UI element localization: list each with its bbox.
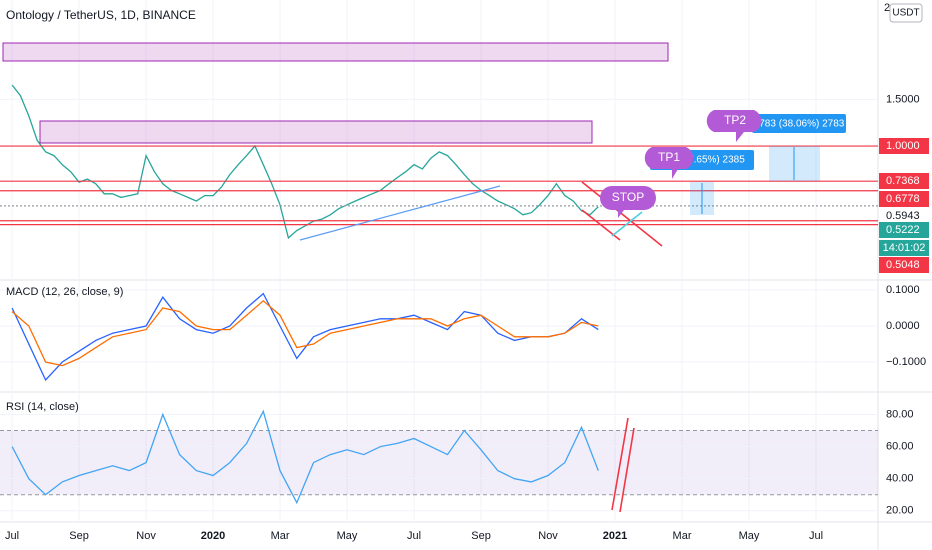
x-tick-label: Jul <box>809 530 823 542</box>
level-label-box <box>879 257 929 273</box>
trend-line <box>611 211 643 237</box>
trend-line <box>581 181 663 247</box>
currency-button-text[interactable]: USDT <box>892 8 919 19</box>
tp2-label: 2783 (38.06%) 2783 <box>754 119 845 130</box>
x-tick-label: Jul <box>407 530 421 542</box>
zone-box <box>39 120 593 144</box>
y-tick-label: 40.00 <box>886 473 914 485</box>
trend-line <box>611 417 629 511</box>
level-label: 0.6778 <box>886 193 920 205</box>
series-line <box>11 409 599 505</box>
series-line <box>11 84 599 240</box>
stop-text: STOP <box>612 190 644 204</box>
tp2-bubble <box>706 110 762 142</box>
x-tick-label: Mar <box>271 530 290 542</box>
rsi-band <box>0 430 878 495</box>
tp1-label: (47.65%) 2385 <box>679 155 745 166</box>
level-label-box <box>879 173 929 189</box>
top-cut-label: 2 <box>884 2 890 14</box>
level-label: 0.5222 <box>886 224 920 236</box>
x-tick-label: May <box>337 530 358 542</box>
x-tick-label: Nov <box>538 530 558 542</box>
countdown: 14:01:02 <box>883 242 926 254</box>
x-tick-label: Sep <box>471 530 491 542</box>
x-tick-label: May <box>739 530 760 542</box>
y-tick-label: 20.00 <box>886 505 914 517</box>
chart-title: Ontology / TetherUS, 1D, BINANCE <box>6 8 196 22</box>
level-label: 0.7368 <box>886 175 920 187</box>
y-tick-label: 60.00 <box>886 440 914 452</box>
tp2-text: TP2 <box>724 113 746 127</box>
level-label: 0.5943 <box>886 210 920 222</box>
trend-line <box>299 185 501 241</box>
zone-box <box>2 42 669 62</box>
x-tick-label: 2021 <box>603 530 627 542</box>
y-tick-label: 80.00 <box>886 408 914 420</box>
x-tick-label: Nov <box>136 530 156 542</box>
y-tick-label: 1.5000 <box>886 93 920 105</box>
y-tick-label: 0.0000 <box>886 320 920 332</box>
level-label: 0.5048 <box>886 259 920 271</box>
macd-title: MACD (12, 26, close, 9) <box>6 286 123 298</box>
level-label-box <box>879 138 929 154</box>
tp2-label-box <box>752 114 846 133</box>
trend-line <box>619 427 635 513</box>
stop-bubble <box>600 186 656 218</box>
rsi-title: RSI (14, close) <box>6 401 79 413</box>
level-label-box <box>879 222 929 238</box>
x-tick-label: Mar <box>673 530 692 542</box>
series-line <box>11 299 599 367</box>
level-label-box <box>879 191 929 207</box>
y-tick-label: 0.1000 <box>886 284 920 296</box>
tp1-bubble <box>644 147 694 179</box>
x-tick-label: Jul <box>5 530 19 542</box>
x-tick-label: Sep <box>69 530 89 542</box>
currency-button[interactable] <box>889 3 923 23</box>
x-tick-label: 2020 <box>201 530 225 542</box>
level-label-box <box>879 208 929 224</box>
countdown-box <box>879 240 929 256</box>
series-line <box>11 292 599 382</box>
tp1-text: TP1 <box>658 150 680 164</box>
y-tick-label: −0.1000 <box>886 356 926 368</box>
level-label: 1.0000 <box>886 140 920 152</box>
